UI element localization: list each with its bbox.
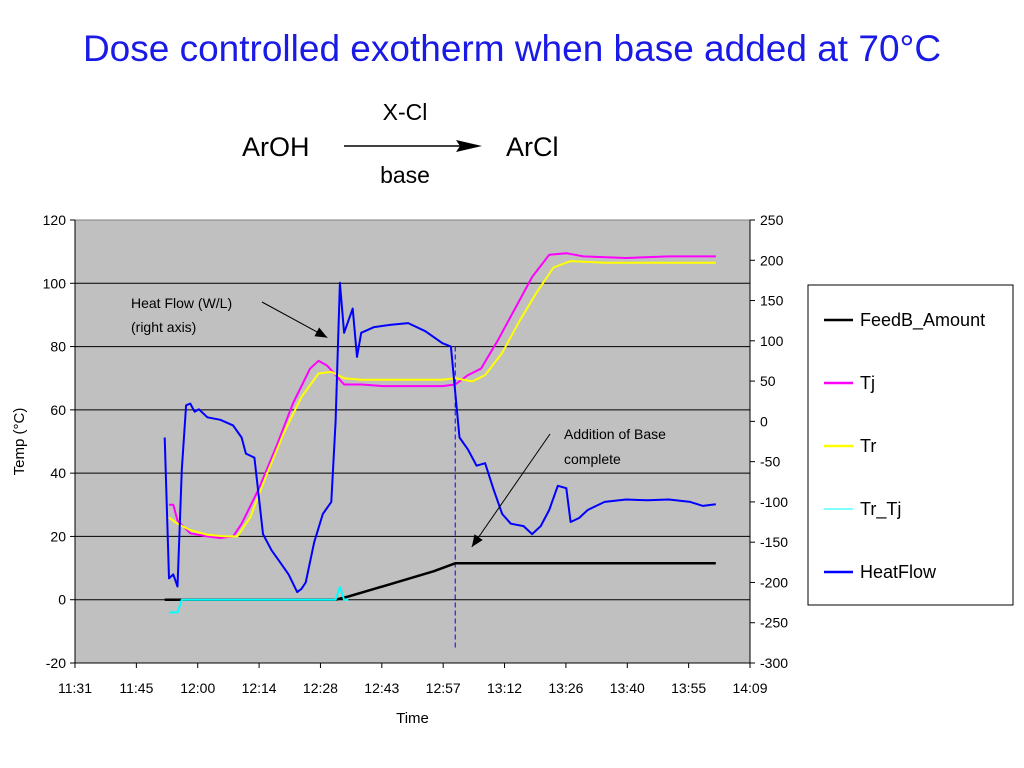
legend-label-heatflow: HeatFlow [860,562,937,582]
y2-axis-tick-label: -50 [760,454,780,470]
series-line-tr [168,260,716,538]
x-axis-tick-label: 11:31 [58,680,92,696]
plot-area [74,219,751,664]
series-line-tr-tj [169,586,349,614]
x-axis-tick-label: 11:45 [119,680,153,696]
y2-axis-tick-label: 200 [760,252,784,268]
annotation-heatflow-sublabel: (right axis) [131,319,196,335]
y-axis-tick-label: 80 [50,339,66,355]
product-label: ArCl [506,132,559,162]
legend-label-tr-tj: Tr_Tj [860,499,901,520]
reaction-scheme: ArOH X-Cl base ArCl [242,99,559,188]
slide-title: Dose controlled exotherm when base added… [82,28,942,69]
x-axis-tick-label: 13:40 [610,680,645,696]
x-axis-title: Time [396,710,429,727]
y2-axis-tick-label: 150 [760,293,784,309]
y-axis-title: Temp (°C) [11,408,28,476]
annotation-heatflow-label: Heat Flow (W/L) [131,295,232,311]
annotation-base-label: Addition of Base [564,426,666,442]
reagent-above-label: X-Cl [383,99,428,125]
y2-axis-tick-label: -200 [760,574,788,590]
y2-axis-tick-label: -250 [760,615,788,631]
y2-axis-tick-label: -100 [760,494,788,510]
x-axis-tick-label: 12:43 [364,680,399,696]
x-axis-tick-label: 12:00 [180,680,215,696]
y-axis-tick-label: 100 [43,275,67,291]
series-line-tj [169,252,716,539]
annotation-heatflow-arrow [261,301,328,339]
reagent-below-label: base [380,162,430,188]
y-axis-tick-label: 0 [58,592,66,608]
y2-axis-tick-label: 100 [760,333,784,349]
y-axis-tick-label: 120 [43,212,67,228]
y-axis-tick-label: 40 [50,465,66,481]
legend-label-tj: Tj [860,373,875,393]
y2-axis-tick-label: 250 [760,212,784,228]
x-axis-tick-label: 14:09 [732,680,767,696]
reactant-label: ArOH [242,132,310,162]
y2-axis-tick-label: 0 [760,413,768,429]
legend-label-tr: Tr [860,436,876,456]
annotation-heatflow-arrowhead [314,327,328,338]
y-axis-tick-label: 60 [50,402,66,418]
annotation-base-sublabel: complete [564,451,621,467]
annotation-base-arrow [471,433,551,548]
x-axis-tick-label: 12:57 [426,680,461,696]
x-axis-tick-label: 13:12 [487,680,522,696]
y2-axis-tick-label: 50 [760,373,776,389]
y2-axis-tick-label: -150 [760,534,788,550]
reaction-arrow-head [456,140,482,152]
x-axis-tick-label: 12:28 [303,680,338,696]
x-axis-tick-label: 12:14 [242,680,277,696]
x-axis-tick-label: 13:55 [671,680,706,696]
annotation-base-arrowhead [471,534,483,547]
y-axis-tick-label: -20 [46,655,66,671]
series-line-heatflow [163,281,716,594]
y-axis-tick-label: 20 [50,528,66,544]
legend-label-feedb-amount: FeedB_Amount [860,310,985,331]
y2-axis-tick-label: -300 [760,655,788,671]
x-axis-tick-label: 13:26 [548,680,583,696]
